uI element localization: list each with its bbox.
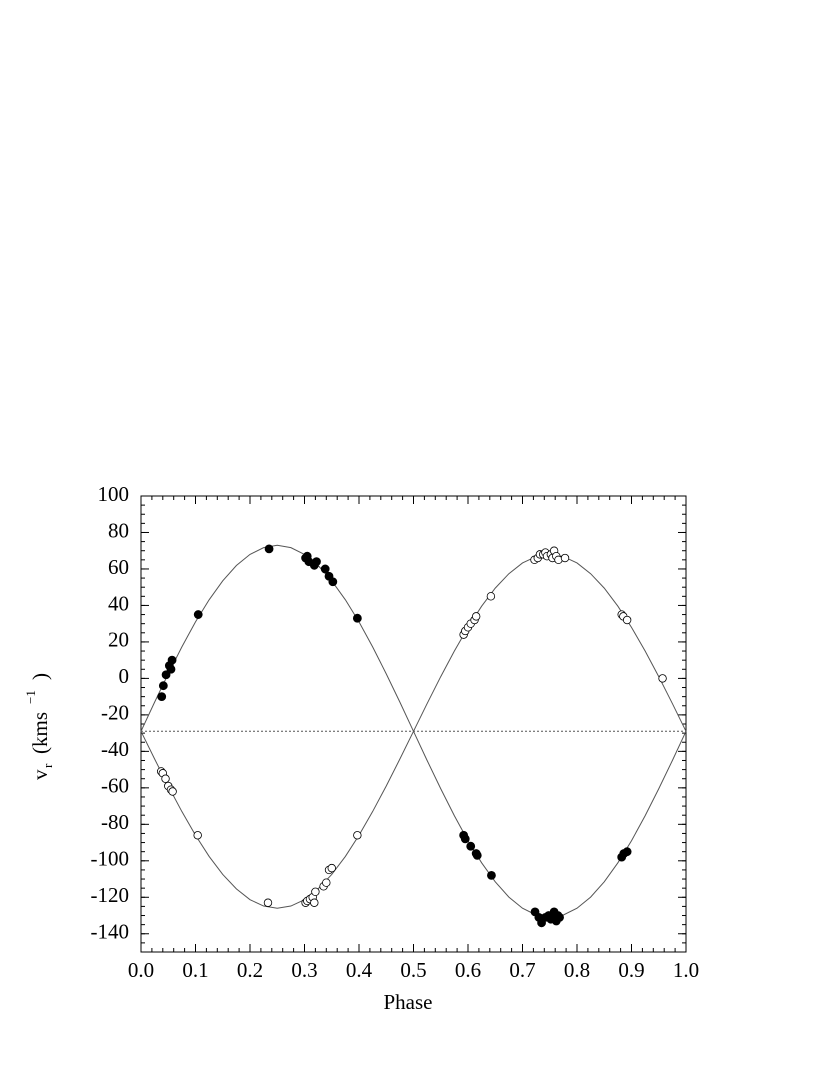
y-tick-label: 60 — [108, 555, 129, 579]
primary-point — [352, 613, 362, 623]
secondary-point — [658, 674, 667, 683]
secondary-point — [486, 592, 496, 601]
y-tick-label: -20 — [101, 701, 129, 725]
x-tick-label: 0.9 — [618, 958, 644, 982]
primary-point — [460, 834, 470, 844]
primary-point — [264, 544, 274, 554]
secondary-point — [263, 898, 273, 907]
y-tick-label: -40 — [101, 737, 129, 761]
x-tick-label: 0.1 — [182, 958, 208, 982]
x-tick-label: 0.5 — [400, 958, 426, 982]
y-tick-label: -80 — [101, 810, 129, 834]
secondary-point — [560, 553, 570, 563]
primary-point — [167, 655, 177, 665]
primary-point — [555, 912, 564, 922]
y-tick-label: 80 — [108, 518, 129, 542]
y-tick-label: 20 — [108, 628, 129, 652]
y-label-unit: (kms — [28, 712, 52, 754]
secondary-point — [193, 831, 202, 840]
y-tick-label: -60 — [101, 774, 129, 798]
y-label-close: ) — [28, 673, 52, 680]
x-tick-label: 0.3 — [291, 958, 317, 982]
x-tick-label: 0.4 — [346, 958, 373, 982]
secondary-point — [168, 787, 177, 796]
primary-point — [466, 841, 476, 851]
primary-point — [193, 610, 203, 619]
y-tick-label: -120 — [91, 883, 130, 907]
secondary-point — [353, 831, 362, 840]
primary-point — [487, 870, 496, 880]
primary-point — [166, 664, 176, 674]
x-tick-label: 0.2 — [237, 958, 263, 982]
y-tick-label: 40 — [108, 591, 129, 615]
y-label-sup: −1 — [23, 690, 38, 704]
x-tick-label: 0.0 — [128, 958, 154, 982]
y-tick-label: 100 — [98, 482, 130, 506]
primary-point — [312, 557, 321, 567]
secondary-point — [161, 774, 170, 783]
primary-point — [622, 847, 632, 857]
y-axis-label: v r (kms −1 ) — [23, 673, 55, 780]
model-curve — [140, 553, 687, 909]
primary-point — [328, 577, 338, 587]
y-tick-label: 0 — [119, 664, 130, 688]
secondary-point — [622, 615, 632, 625]
primary-point — [472, 850, 482, 860]
x-tick-label: 0.7 — [509, 958, 535, 982]
primary-point — [320, 564, 330, 574]
x-axis-label: Phase — [384, 990, 433, 1014]
y-tick-label: -100 — [91, 847, 130, 871]
y-tick-label: -140 — [91, 920, 130, 944]
x-tick-label: 1.0 — [673, 958, 699, 982]
secondary-point — [310, 898, 319, 907]
secondary-point — [311, 887, 320, 897]
primary-point — [161, 670, 171, 680]
secondary-point — [327, 863, 336, 873]
secondary-point — [322, 878, 331, 887]
primary-point — [158, 681, 168, 691]
y-label-main: v — [28, 769, 52, 780]
y-label-sub: r — [40, 763, 55, 768]
x-tick-label: 0.8 — [564, 958, 590, 982]
plot-frame — [140, 495, 687, 953]
primary-point — [157, 692, 167, 702]
x-tick-label: 0.6 — [455, 958, 481, 982]
secondary-point — [471, 612, 481, 621]
